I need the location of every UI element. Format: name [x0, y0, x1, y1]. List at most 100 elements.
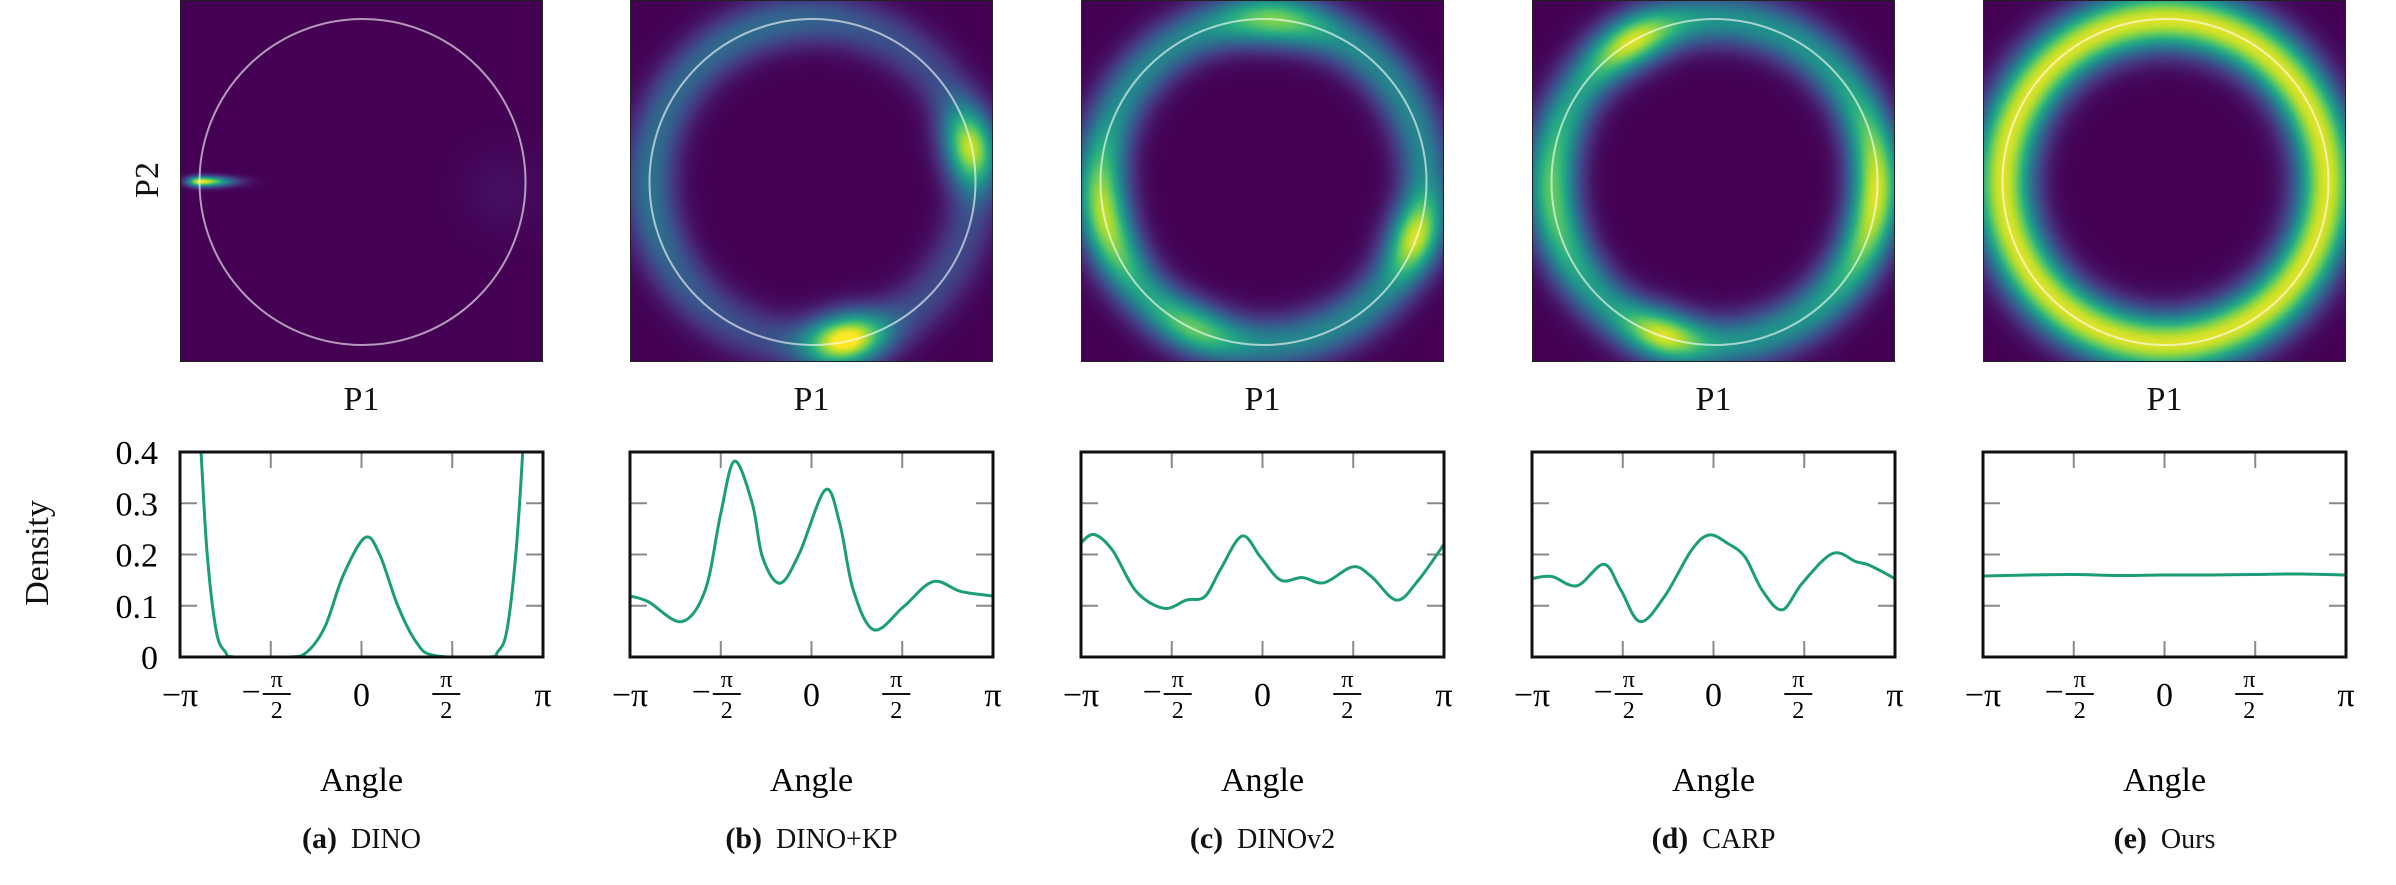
subfigure-caption: (c) DINOv2	[1190, 822, 1335, 856]
x-tick-label: π	[1435, 677, 1452, 714]
x-tick-label: −π	[612, 677, 648, 714]
x-tick-label: π2	[2235, 667, 2264, 724]
x-tick-label: π	[984, 677, 1001, 714]
unit-circle	[648, 18, 977, 346]
unit-circle	[198, 18, 527, 346]
x-tick-sign: −	[242, 674, 261, 711]
caption-method: DINO	[350, 824, 421, 855]
x-tick-numerator: π	[1341, 667, 1353, 693]
x-tick-label: 0	[1254, 677, 1271, 714]
y-tick-label: 0.4	[116, 435, 159, 472]
density-heatmap	[1984, 1, 2345, 361]
x-tick-label: 0	[1705, 677, 1722, 714]
subfigure-caption: (b) DINO+KP	[725, 822, 897, 856]
x-tick-numerator: π	[890, 667, 902, 693]
unit-circle	[1550, 18, 1879, 346]
caption-letter: (c)	[1189, 822, 1224, 855]
y-tick-label: 0.1	[116, 589, 159, 626]
x-tick-sign: −	[1594, 674, 1613, 711]
reference-circle	[2001, 18, 2330, 346]
density-heatmap	[1082, 1, 1443, 361]
x-tick-numerator: π	[721, 667, 733, 693]
caption-letter: (e)	[2113, 822, 2147, 855]
x-tick-label: −π	[162, 677, 198, 714]
heatmap-x-label: P1	[1244, 381, 1281, 418]
x-tick-sign: −	[1143, 674, 1162, 711]
x-tick-label: −π	[1965, 677, 2001, 714]
heatmap-x-label: P1	[793, 381, 830, 418]
caption-method: Ours	[2160, 824, 2216, 855]
x-tick-label: 0	[803, 677, 820, 714]
density-heatmap	[1533, 1, 1894, 361]
subfigure-caption: (e) Ours	[2114, 822, 2216, 856]
heatmap-ours	[1983, 0, 2346, 362]
x-tick-denominator: 2	[271, 698, 283, 724]
x-tick-label: − π 2	[242, 667, 291, 724]
x-tick-numerator: π	[440, 667, 452, 693]
plot-frame	[178, 450, 545, 659]
x-axis-label: Angle	[1221, 762, 1304, 799]
density-heatmap	[181, 1, 542, 361]
x-tick-label: − π 2	[692, 667, 741, 724]
caption-method: DINO+KP	[776, 824, 898, 855]
caption-method: CARP	[1702, 824, 1776, 855]
unit-circle	[1099, 18, 1428, 346]
x-tick-numerator: π	[1792, 667, 1804, 693]
x-tick-label: − π 2	[1143, 667, 1192, 724]
x-tick-label: π	[2337, 677, 2354, 714]
y-tick-label: 0	[141, 640, 158, 677]
x-tick-label: − π 2	[2045, 667, 2094, 724]
density-heatmap	[631, 1, 992, 361]
subfigure-caption: (a) DINO	[302, 822, 421, 856]
density-curve	[630, 459, 993, 632]
heatmap-dino-kp	[630, 0, 993, 362]
density-curve	[199, 452, 525, 657]
density-curve	[1532, 533, 1895, 624]
reference-circle	[198, 18, 527, 346]
x-tick-label: π2	[1333, 667, 1362, 724]
x-tick-denominator: 2	[1341, 698, 1353, 724]
plot-frame	[1981, 450, 2348, 659]
x-tick-denominator: 2	[1792, 698, 1804, 724]
density-curve	[1983, 572, 2346, 578]
x-tick-denominator: 2	[890, 698, 902, 724]
reference-circle	[648, 18, 977, 346]
x-tick-label: −π	[1063, 677, 1099, 714]
x-tick-numerator: π	[1623, 667, 1635, 693]
reference-circle	[1099, 18, 1428, 346]
caption-letter: (a)	[302, 822, 337, 855]
heatmap-dinov2	[1081, 0, 1444, 362]
x-tick-label: π	[1886, 677, 1903, 714]
density-curve	[1081, 532, 1444, 610]
heatmap-x-label: P1	[2146, 381, 2183, 418]
x-axis-label: Angle	[1672, 762, 1755, 799]
x-tick-sign: −	[692, 674, 711, 711]
x-tick-label: − π 2	[1594, 667, 1643, 724]
subfigure-caption: (d) CARP	[1652, 822, 1776, 856]
x-tick-label: π2	[432, 667, 461, 724]
x-tick-label: π	[534, 677, 551, 714]
x-tick-numerator: π	[271, 667, 283, 693]
x-tick-label: −π	[1514, 677, 1550, 714]
x-axis-label: Angle	[2123, 762, 2206, 799]
x-tick-denominator: 2	[721, 698, 733, 724]
heatmap-dino	[180, 0, 543, 362]
x-tick-denominator: 2	[1623, 698, 1635, 724]
plot-frame	[1079, 450, 1446, 659]
caption-method: DINOv2	[1237, 824, 1336, 855]
caption-letter: (d)	[1651, 822, 1689, 855]
x-tick-label: π2	[1784, 667, 1813, 724]
reference-circle	[1550, 18, 1879, 346]
x-tick-denominator: 2	[1172, 698, 1184, 724]
x-tick-numerator: π	[2074, 667, 2086, 693]
plot-frame	[1530, 450, 1897, 659]
x-tick-numerator: π	[2243, 667, 2255, 693]
x-tick-numerator: π	[1172, 667, 1184, 693]
heatmap-carp	[1532, 0, 1895, 362]
